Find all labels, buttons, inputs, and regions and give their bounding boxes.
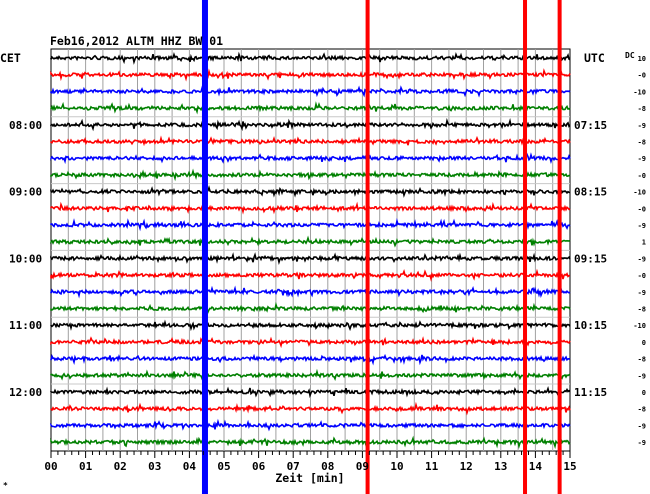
dc-value: -8 (638, 105, 646, 113)
x-tick-label: 06 (252, 460, 266, 473)
dc-value: -8 (638, 356, 646, 364)
trace-8 (50, 185, 571, 198)
event-marker-1 (365, 0, 370, 494)
trace-13 (50, 268, 571, 282)
dc-value: -0 (638, 172, 646, 180)
x-tick-label: 07 (287, 460, 300, 473)
dc-value: -0 (638, 205, 646, 213)
dc-value: -10 (633, 88, 646, 96)
trace-19 (50, 368, 571, 382)
x-tick-label: 08 (321, 460, 334, 473)
dc-value: -9 (638, 422, 646, 430)
trace-2 (50, 85, 571, 98)
trace-0 (50, 51, 571, 65)
trace-1 (50, 68, 571, 82)
dc-value: -9 (638, 289, 646, 297)
cet-time-label: 10:00 (9, 252, 42, 265)
x-tick-label: 15 (563, 460, 576, 473)
trace-9 (50, 201, 571, 215)
x-tick-label: 02 (114, 460, 127, 473)
utc-time-label: 10:15 (574, 319, 607, 332)
trace-14 (50, 285, 571, 299)
trace-3 (50, 101, 571, 115)
time-labels: 08:00 09:00 10:00 11:00 12:00 07:15 08:15 09:15… (9, 55, 646, 447)
trace-6 (50, 152, 571, 165)
dc-value: -10 (633, 189, 646, 197)
utc-time-label: 07:15 (574, 119, 607, 132)
utc-time-label: 09:15 (574, 252, 607, 265)
trace-12 (50, 252, 571, 266)
x-tick-label: 00 (44, 460, 57, 473)
cet-time-label: 09:00 (9, 186, 42, 199)
trace-10 (50, 217, 571, 232)
cet-time-label: 12:00 (9, 386, 42, 399)
footer-mark: * (3, 481, 8, 490)
trace-17 (50, 336, 571, 349)
grid (50, 48, 571, 452)
x-tick-label: 12 (460, 460, 473, 473)
utc-label: UTC (584, 51, 605, 65)
cet-label: CET (0, 51, 21, 65)
seismic-traces (50, 51, 571, 450)
trace-22 (50, 418, 571, 432)
dc-value: -0 (638, 72, 646, 80)
dc-value: -9 (638, 439, 646, 447)
dc-value: -9 (638, 372, 646, 380)
x-tick-label: 09 (356, 460, 369, 473)
x-axis-label: Zeit [min] (275, 471, 344, 485)
event-markers (201, 0, 562, 494)
dc-value: -8 (638, 406, 646, 414)
x-tick-label: 10 (390, 460, 403, 473)
trace-7 (50, 168, 571, 182)
dc-value: 1 (642, 239, 646, 247)
trace-15 (50, 301, 571, 316)
x-tick-label: 14 (529, 460, 543, 473)
utc-time-label: 08:15 (574, 186, 607, 199)
dc-value: -9 (638, 255, 646, 263)
dc-value: 10 (638, 55, 646, 63)
cet-time-label: 11:00 (9, 319, 42, 332)
x-tick-label: 03 (148, 460, 161, 473)
event-marker-3 (557, 0, 562, 494)
dc-value: -10 (633, 322, 646, 330)
dc-value: 0 (642, 389, 646, 397)
dc-value: -9 (638, 155, 646, 163)
trace-21 (50, 401, 571, 416)
trace-5 (50, 135, 571, 147)
x-axis: 00 01 02 03 04 05 06 07 08 09 10 11 12 13 14 15 (44, 451, 577, 473)
dc-value: -8 (638, 306, 646, 314)
trace-11 (50, 235, 571, 248)
utc-time-label: 11:15 (574, 386, 607, 399)
trace-16 (50, 319, 571, 332)
chart-title: Feb16,2012 ALTM HHZ BW 01 (50, 34, 223, 48)
dc-value: -9 (638, 222, 646, 230)
trace-23 (50, 435, 571, 450)
trace-18 (50, 353, 571, 366)
trace-20 (50, 385, 571, 399)
x-tick-label: 05 (217, 460, 230, 473)
trace-4 (50, 117, 571, 132)
x-tick-label: 11 (425, 460, 439, 473)
dc-label: DC (625, 51, 635, 60)
x-tick-label: 01 (79, 460, 93, 473)
x-tick-label: 04 (183, 460, 197, 473)
dc-value: -9 (638, 122, 646, 130)
event-marker-2 (523, 0, 528, 494)
dc-value: 0 (642, 339, 646, 347)
dc-value: -8 (638, 139, 646, 147)
dc-value: -0 (638, 272, 646, 280)
cet-time-label: 08:00 (9, 119, 42, 132)
event-marker-0 (201, 0, 208, 494)
x-tick-label: 13 (494, 460, 507, 473)
